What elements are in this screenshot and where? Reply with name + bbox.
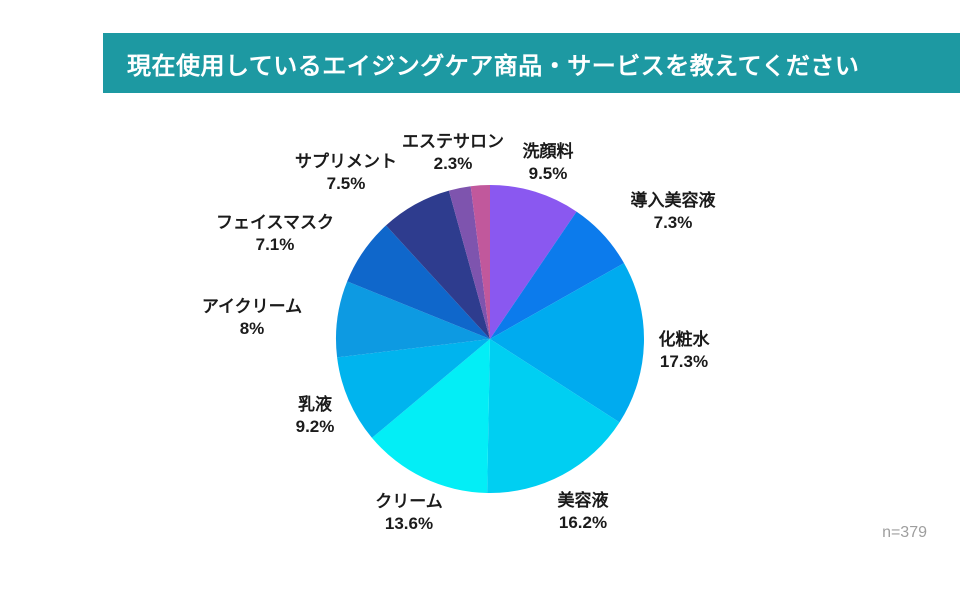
chart-title-banner: 現在使用しているエイジングケア商品・サービスを教えてください [103, 33, 960, 93]
pie-slice-化粧水 [490, 263, 645, 423]
pie-slice-導入美容液 [490, 211, 625, 339]
pie-slice-洗顔料 [490, 185, 577, 339]
pie-slice-サプリメント [386, 190, 490, 339]
pie-slice-unlabeled [470, 185, 490, 339]
pie-slice-エステサロン [448, 186, 490, 339]
pie-slice-フェイスマスク [347, 225, 490, 339]
pie-slice-クリーム [371, 339, 490, 493]
pie-chart: 洗顔料 9.5% 導入美容液 7.3% 化粧水 17.3% 美容液 16.2% クリーム 13.6… [0, 93, 960, 600]
pie-slice-アイクリーム [336, 281, 490, 358]
pie-slice-乳液 [337, 339, 490, 438]
pie-slice-美容液 [487, 339, 620, 493]
sample-size-note: n=379 [882, 524, 927, 541]
chart-title: 現在使用しているエイジングケア商品・サービスを教えてください [127, 52, 860, 80]
